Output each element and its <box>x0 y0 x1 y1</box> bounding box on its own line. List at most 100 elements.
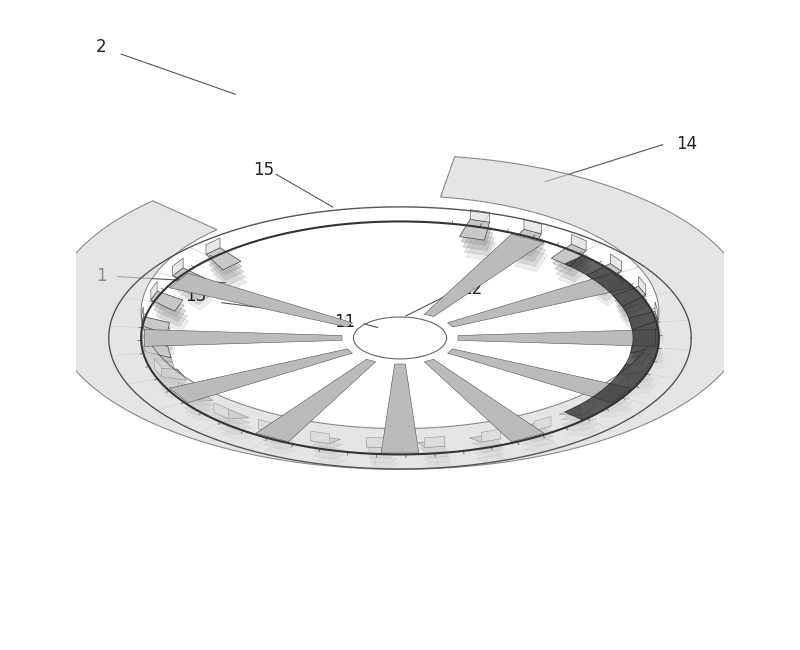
Polygon shape <box>310 436 341 443</box>
Polygon shape <box>418 441 445 447</box>
Polygon shape <box>174 273 209 294</box>
Polygon shape <box>170 349 353 403</box>
Polygon shape <box>146 353 174 368</box>
Polygon shape <box>614 291 647 312</box>
Polygon shape <box>144 348 173 363</box>
Polygon shape <box>580 399 594 415</box>
Polygon shape <box>623 384 655 396</box>
Polygon shape <box>173 268 207 289</box>
Text: 12: 12 <box>462 280 482 298</box>
Polygon shape <box>513 245 546 266</box>
Polygon shape <box>142 317 170 334</box>
Polygon shape <box>217 420 252 429</box>
Polygon shape <box>617 378 627 395</box>
Polygon shape <box>425 437 445 447</box>
Text: 13: 13 <box>186 287 206 305</box>
Polygon shape <box>372 462 398 469</box>
Polygon shape <box>630 337 658 353</box>
Polygon shape <box>146 332 174 350</box>
Polygon shape <box>593 387 627 396</box>
Polygon shape <box>159 384 191 396</box>
Polygon shape <box>157 312 189 332</box>
Polygon shape <box>366 442 392 448</box>
Polygon shape <box>520 432 554 441</box>
Polygon shape <box>154 358 162 376</box>
Polygon shape <box>571 235 586 250</box>
Polygon shape <box>423 456 450 463</box>
Polygon shape <box>178 382 190 399</box>
Polygon shape <box>158 378 190 391</box>
Polygon shape <box>616 296 649 317</box>
Polygon shape <box>637 358 665 374</box>
Polygon shape <box>145 327 173 344</box>
Polygon shape <box>314 446 344 454</box>
Polygon shape <box>618 369 650 381</box>
Polygon shape <box>655 302 658 320</box>
Polygon shape <box>559 406 594 415</box>
Polygon shape <box>618 363 649 376</box>
Polygon shape <box>594 392 629 402</box>
Polygon shape <box>425 462 451 468</box>
Polygon shape <box>556 260 590 282</box>
Polygon shape <box>470 210 490 222</box>
Polygon shape <box>534 417 551 431</box>
Polygon shape <box>638 277 646 295</box>
Polygon shape <box>161 389 193 401</box>
Polygon shape <box>622 379 654 391</box>
Polygon shape <box>471 439 502 447</box>
Polygon shape <box>643 354 649 372</box>
Polygon shape <box>599 408 634 417</box>
Polygon shape <box>382 364 418 453</box>
Polygon shape <box>619 307 652 328</box>
Polygon shape <box>590 274 625 296</box>
Polygon shape <box>262 435 295 444</box>
Polygon shape <box>170 273 353 327</box>
Text: 2: 2 <box>96 38 106 56</box>
Polygon shape <box>524 220 542 234</box>
Polygon shape <box>522 437 556 447</box>
Polygon shape <box>587 263 622 285</box>
Polygon shape <box>551 244 586 266</box>
Polygon shape <box>482 429 501 442</box>
Polygon shape <box>178 283 212 305</box>
Polygon shape <box>260 430 294 439</box>
Polygon shape <box>185 411 219 421</box>
Polygon shape <box>263 440 297 449</box>
Polygon shape <box>462 229 493 250</box>
Polygon shape <box>510 235 543 256</box>
Polygon shape <box>473 444 503 452</box>
Polygon shape <box>566 427 600 436</box>
Polygon shape <box>422 451 448 458</box>
Polygon shape <box>212 268 247 291</box>
Text: 14: 14 <box>677 135 698 153</box>
Polygon shape <box>657 328 658 346</box>
Polygon shape <box>458 330 656 346</box>
Polygon shape <box>206 248 241 270</box>
Polygon shape <box>632 343 660 358</box>
Polygon shape <box>610 254 622 271</box>
Polygon shape <box>589 268 623 291</box>
Polygon shape <box>564 422 598 431</box>
Polygon shape <box>464 235 494 255</box>
Polygon shape <box>635 332 664 350</box>
Polygon shape <box>561 411 595 421</box>
Polygon shape <box>447 349 630 403</box>
Polygon shape <box>424 359 544 442</box>
Polygon shape <box>459 219 490 240</box>
Polygon shape <box>618 302 650 322</box>
Polygon shape <box>142 343 171 358</box>
Polygon shape <box>312 441 342 448</box>
Polygon shape <box>209 258 244 280</box>
Polygon shape <box>215 415 250 424</box>
Polygon shape <box>256 359 376 442</box>
Polygon shape <box>183 406 218 416</box>
Polygon shape <box>148 337 176 355</box>
Polygon shape <box>206 238 220 254</box>
Polygon shape <box>508 229 542 251</box>
Polygon shape <box>370 452 395 458</box>
Polygon shape <box>518 422 551 431</box>
Polygon shape <box>214 410 249 419</box>
Polygon shape <box>182 401 216 411</box>
Polygon shape <box>142 307 143 326</box>
Polygon shape <box>565 255 659 421</box>
